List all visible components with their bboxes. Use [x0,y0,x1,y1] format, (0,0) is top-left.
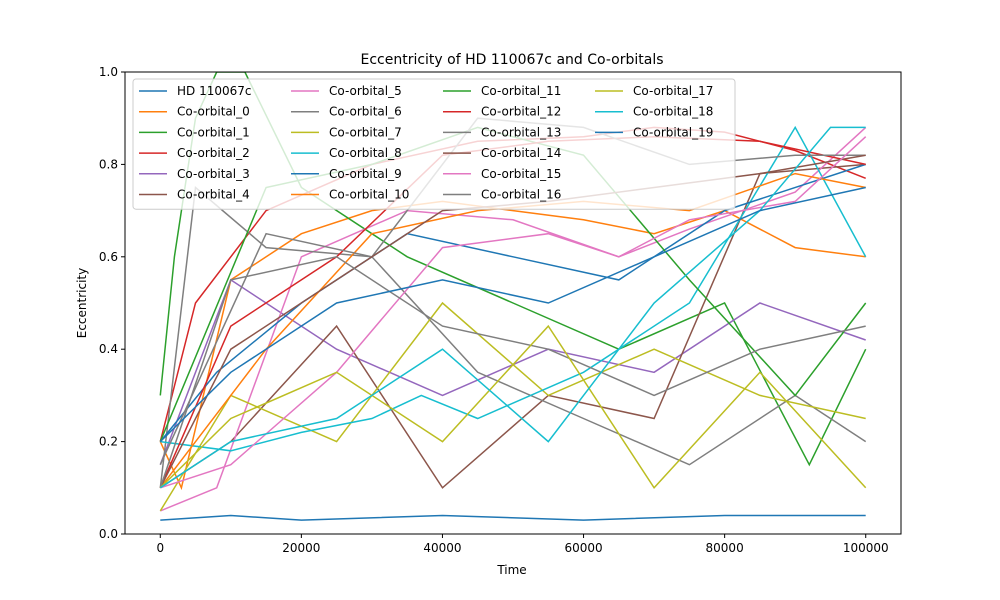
y-tick-label: 0.0 [99,527,118,541]
y-tick-label: 0.6 [99,250,118,264]
legend-label: Co-orbital_7 [329,125,402,139]
series-line-6 [160,126,867,512]
legend-label: Co-orbital_11 [481,84,561,98]
series-line-0 [160,514,866,521]
y-axis: 0.0 0.2 0.4 0.6 0.8 1.0 [99,65,125,541]
legend-label: Co-orbital_15 [481,167,561,181]
x-axis-label: Time [496,563,526,577]
legend-box [132,78,736,210]
series-line-20 [159,186,866,443]
y-tick-label: 0.2 [99,435,118,449]
x-tick-label: 60000 [564,541,602,555]
legend: HD 110067c Co-orbital_0 Co-orbital_1 Co-orb… [132,78,736,210]
x-tick-label: 80000 [706,541,744,555]
y-axis-label: Eccentricity [75,268,89,338]
legend-label: Co-orbital_0 [177,105,250,119]
series-line-19 [159,126,866,489]
chart-title: Eccentricity of HD 110067c and Co-orbita… [360,52,663,68]
y-tick-label: 0.4 [99,342,118,356]
legend-label: Co-orbital_2 [177,146,250,160]
x-tick-label: 100000 [843,541,889,555]
legend-label: Co-orbital_16 [481,188,561,202]
legend-label: Co-orbital_3 [177,167,250,181]
series-line-17 [159,256,866,489]
legend-label: Co-orbital_17 [633,84,713,98]
legend-label: Co-orbital_13 [481,125,561,139]
x-tick-label: 40000 [423,541,461,555]
legend-label: Co-orbital_5 [329,84,402,98]
legend-label: Co-orbital_8 [329,146,402,160]
legend-label: Co-orbital_9 [329,167,402,181]
y-tick-label: 1.0 [99,65,118,79]
legend-label: Co-orbital_14 [481,146,561,160]
legend-label: Co-orbital_6 [329,105,402,119]
x-tick-label: 0 [156,541,164,555]
legend-label: Co-orbital_19 [633,125,713,139]
y-tick-label: 0.8 [99,157,118,171]
series-line-8 [159,301,866,512]
x-tick-label: 20000 [282,541,320,555]
x-axis: 0 20000 40000 60000 80000 100000 [156,534,889,555]
plot-frame [124,71,902,535]
series-line-18 [159,324,867,490]
series-line-9 [160,125,867,452]
legend-label: Co-orbital_10 [329,188,409,202]
legend-label: Co-orbital_1 [177,125,250,139]
legend-label: Co-orbital_18 [633,105,713,119]
series-line-4 [159,278,866,465]
legend-label: Co-orbital_4 [177,188,250,202]
legend-label: Co-orbital_12 [481,105,561,119]
legend-label: HD 110067c [177,84,251,98]
